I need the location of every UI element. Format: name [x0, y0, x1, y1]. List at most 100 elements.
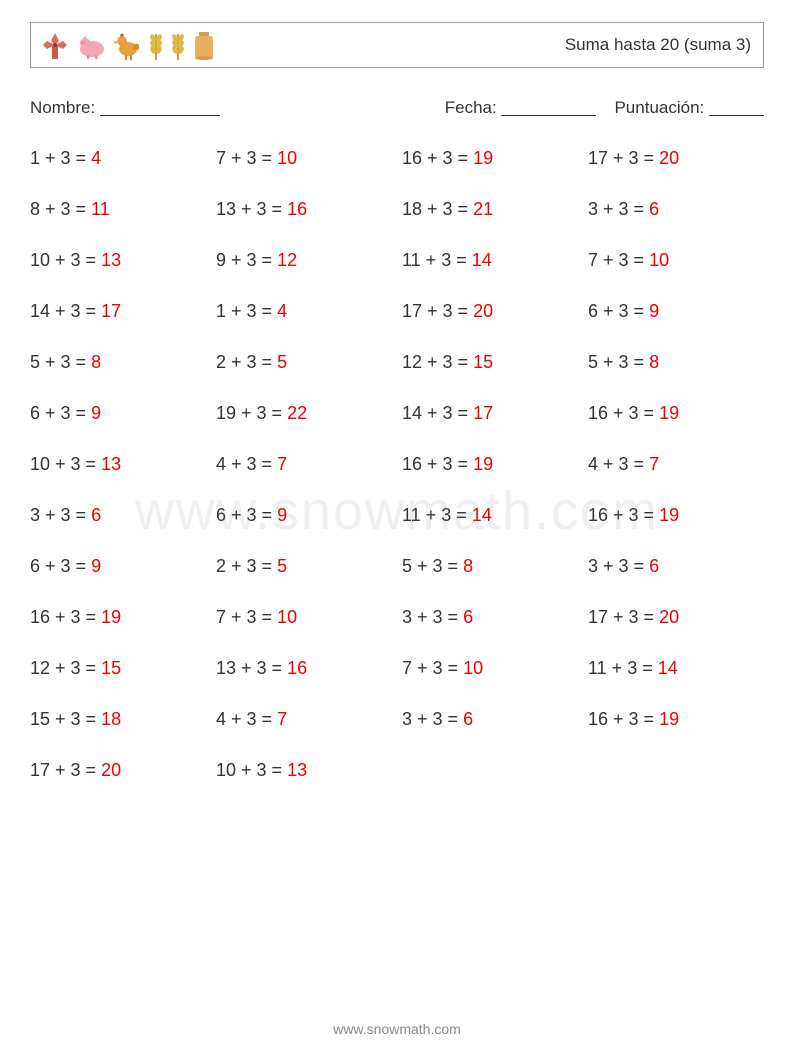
chicken-icon [113, 29, 143, 61]
problem-expression: 5 + 3 = [30, 352, 91, 372]
problem-cell: 1 + 3 = 4 [30, 148, 206, 169]
problem-cell: 3 + 3 = 6 [402, 709, 578, 730]
wheat-icon [147, 28, 165, 62]
problem-cell: 16 + 3 = 19 [30, 607, 206, 628]
problem-cell: 17 + 3 = 20 [30, 760, 206, 781]
problem-expression: 17 + 3 = [588, 607, 659, 627]
problem-answer: 14 [658, 658, 678, 678]
problem-cell: 4 + 3 = 7 [588, 454, 764, 475]
problem-expression: 10 + 3 = [216, 760, 287, 780]
problem-answer: 8 [649, 352, 659, 372]
problem-answer: 20 [473, 301, 493, 321]
problem-answer: 5 [277, 352, 287, 372]
problem-expression: 5 + 3 = [588, 352, 649, 372]
problem-cell: 19 + 3 = 22 [216, 403, 392, 424]
problem-cell: 2 + 3 = 5 [216, 352, 392, 373]
problem-cell: 11 + 3 = 14 [402, 250, 578, 271]
problem-expression: 14 + 3 = [402, 403, 473, 423]
problem-expression: 17 + 3 = [588, 148, 659, 168]
problem-cell: 14 + 3 = 17 [402, 403, 578, 424]
problem-expression: 12 + 3 = [402, 352, 473, 372]
problem-answer: 10 [649, 250, 669, 270]
problem-answer: 4 [277, 301, 287, 321]
problem-answer: 4 [91, 148, 101, 168]
problem-answer: 10 [463, 658, 483, 678]
problem-cell: 17 + 3 = 20 [588, 148, 764, 169]
problem-expression: 17 + 3 = [402, 301, 473, 321]
problem-cell: 5 + 3 = 8 [402, 556, 578, 577]
problem-expression: 4 + 3 = [216, 709, 277, 729]
problem-expression: 16 + 3 = [402, 454, 473, 474]
problem-expression: 7 + 3 = [402, 658, 463, 678]
problem-answer: 6 [649, 556, 659, 576]
problem-answer: 19 [659, 709, 679, 729]
problem-cell: 7 + 3 = 10 [588, 250, 764, 271]
problem-expression: 13 + 3 = [216, 658, 287, 678]
problem-cell: 3 + 3 = 6 [588, 556, 764, 577]
jar-icon [191, 28, 217, 62]
problem-cell: 3 + 3 = 6 [588, 199, 764, 220]
problem-answer: 20 [659, 607, 679, 627]
problem-expression: 7 + 3 = [216, 607, 277, 627]
problem-answer: 19 [659, 505, 679, 525]
problem-expression: 3 + 3 = [588, 199, 649, 219]
problem-cell: 12 + 3 = 15 [402, 352, 578, 373]
problem-expression: 16 + 3 = [588, 505, 659, 525]
problem-expression: 4 + 3 = [588, 454, 649, 474]
problem-cell: 13 + 3 = 16 [216, 199, 392, 220]
problem-expression: 7 + 3 = [216, 148, 277, 168]
problem-answer: 7 [649, 454, 659, 474]
date-blank [501, 99, 596, 116]
problem-expression: 3 + 3 = [402, 607, 463, 627]
problem-answer: 16 [287, 658, 307, 678]
problem-cell: 16 + 3 = 19 [402, 148, 578, 169]
problem-expression: 18 + 3 = [402, 199, 473, 219]
problem-expression: 6 + 3 = [30, 556, 91, 576]
problem-answer: 6 [649, 199, 659, 219]
problem-answer: 8 [463, 556, 473, 576]
problem-expression: 3 + 3 = [402, 709, 463, 729]
problem-cell: 5 + 3 = 8 [588, 352, 764, 373]
problem-expression: 16 + 3 = [30, 607, 101, 627]
problem-cell: 11 + 3 = 14 [588, 658, 764, 679]
problem-answer: 18 [101, 709, 121, 729]
problem-answer: 5 [277, 556, 287, 576]
problem-cell: 10 + 3 = 13 [30, 250, 206, 271]
problem-cell: 16 + 3 = 19 [402, 454, 578, 475]
problem-cell: 17 + 3 = 20 [402, 301, 578, 322]
problem-cell: 10 + 3 = 13 [216, 760, 392, 781]
problem-cell: 16 + 3 = 19 [588, 709, 764, 730]
problem-cell: 18 + 3 = 21 [402, 199, 578, 220]
problem-expression: 13 + 3 = [216, 199, 287, 219]
problem-answer: 17 [473, 403, 493, 423]
problem-expression: 11 + 3 = [402, 505, 472, 525]
score-blank [709, 99, 764, 116]
problem-cell: 14 + 3 = 17 [30, 301, 206, 322]
problem-cell: 17 + 3 = 20 [588, 607, 764, 628]
problem-cell: 8 + 3 = 11 [30, 199, 206, 220]
problem-expression: 11 + 3 = [402, 250, 472, 270]
problem-cell: 16 + 3 = 19 [588, 505, 764, 526]
problem-cell: 6 + 3 = 9 [588, 301, 764, 322]
problem-expression: 6 + 3 = [216, 505, 277, 525]
problem-cell: 16 + 3 = 19 [588, 403, 764, 424]
problem-answer: 6 [463, 607, 473, 627]
score-label: Puntuación: [614, 98, 704, 117]
problem-grid: 1 + 3 = 4 7 + 3 = 10 16 + 3 = 19 17 + 3 = 2… [30, 148, 764, 781]
problem-expression: 14 + 3 = [30, 301, 101, 321]
problem-answer: 19 [101, 607, 121, 627]
problem-expression: 11 + 3 = [588, 658, 658, 678]
problem-expression: 16 + 3 = [402, 148, 473, 168]
problem-cell: 4 + 3 = 7 [216, 454, 392, 475]
problem-answer: 10 [277, 607, 297, 627]
problem-expression: 16 + 3 = [588, 403, 659, 423]
problem-cell: 1 + 3 = 4 [216, 301, 392, 322]
problem-answer: 12 [277, 250, 297, 270]
problem-expression: 3 + 3 = [588, 556, 649, 576]
problem-answer: 9 [649, 301, 659, 321]
problem-cell: 6 + 3 = 9 [30, 556, 206, 577]
problem-answer: 9 [91, 556, 101, 576]
problem-expression: 17 + 3 = [30, 760, 101, 780]
problem-cell: 9 + 3 = 12 [216, 250, 392, 271]
worksheet-title: Suma hasta 20 (suma 3) [565, 35, 751, 55]
